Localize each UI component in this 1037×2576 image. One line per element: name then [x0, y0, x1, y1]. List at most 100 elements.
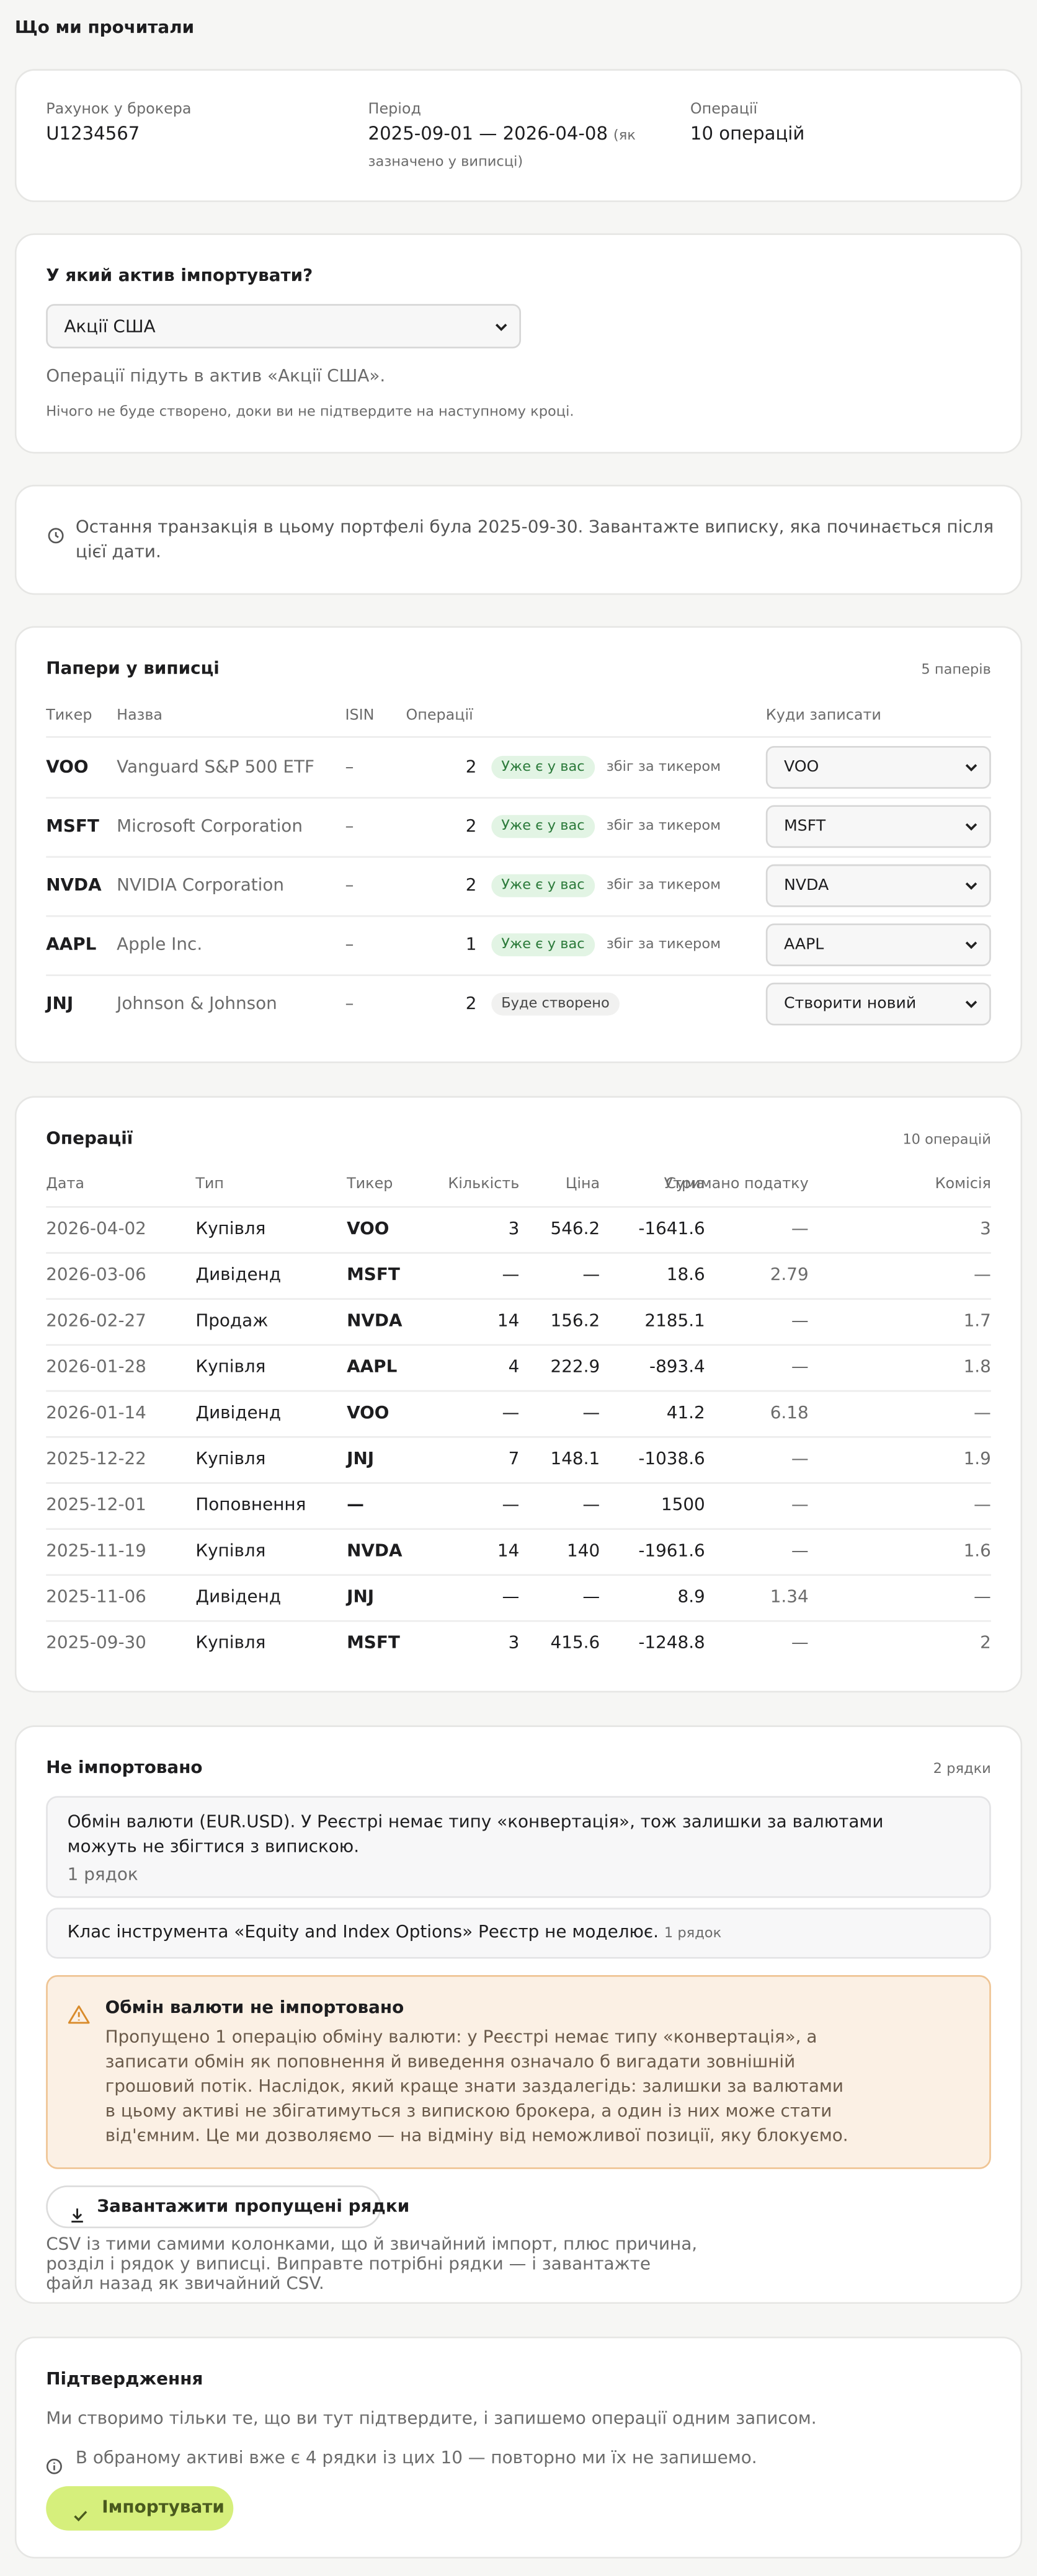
cell: —: [347, 1495, 364, 1516]
button-label: Імпортувати: [102, 2497, 225, 2518]
divider: [46, 736, 991, 738]
divider: [46, 856, 991, 858]
ticker: MSFT: [46, 816, 99, 837]
operations: 2: [465, 994, 477, 1014]
ticker: JNJ: [46, 994, 74, 1014]
cell: Продаж: [195, 1311, 269, 1331]
select[interactable]: VOO: [765, 746, 991, 789]
cell: Купівля: [195, 1449, 266, 1469]
cell: 2025-09-30: [46, 1633, 146, 1653]
cell: Купівля: [195, 1219, 266, 1239]
clock-icon: [48, 519, 64, 550]
status-badge: Уже є у вас: [491, 933, 595, 957]
download-button[interactable]: Завантажити пропущені рядки: [46, 2185, 409, 2229]
divider: [46, 1252, 991, 1254]
cell: —: [791, 1311, 809, 1331]
skipped-rows: 1 рядок: [67, 1865, 138, 1885]
cell: 8.9: [677, 1587, 705, 1607]
cell: 6.18: [770, 1403, 809, 1423]
cell: —: [791, 1633, 809, 1653]
name: Johnson & Johnson: [117, 994, 277, 1014]
cell: —: [974, 1403, 991, 1423]
cell: 2025-12-01: [46, 1495, 146, 1516]
cell: 415.6: [550, 1633, 600, 1653]
cell: —: [582, 1587, 600, 1607]
skipped-line: Клас інструмента «Equity and Index Optio…: [68, 1921, 722, 1947]
summary-card: [14, 69, 1023, 202]
chevron: [965, 823, 977, 831]
status-badge: Уже є у вас: [491, 874, 595, 897]
cell: 2026-02-27: [46, 1311, 146, 1331]
field-value: U1234567: [46, 123, 140, 145]
operations: 2: [465, 876, 477, 896]
divider: [46, 1206, 991, 1208]
download-note: CSV із тими самими колонками, що й звича…: [46, 2234, 698, 2294]
info-card: [14, 484, 1023, 595]
name: Apple Inc.: [117, 935, 203, 955]
field-value-text: 2025-09-01 — 2026-04-08: [368, 123, 608, 145]
button-label: Завантажити пропущені рядки: [97, 2196, 410, 2217]
cell: 1500: [661, 1495, 705, 1516]
cell: NVDA: [347, 1311, 403, 1331]
cell: Купівля: [195, 1357, 266, 1377]
field-label: Операції: [690, 102, 758, 118]
ticker: AAPL: [46, 935, 97, 955]
column-header: Комісія: [935, 1176, 991, 1193]
cell: 2026-01-14: [46, 1403, 146, 1423]
cell: -1038.6: [638, 1449, 705, 1469]
select-value: AAPL: [783, 936, 824, 954]
cell: 1.9: [963, 1449, 991, 1469]
column-header: Куди записати: [765, 708, 881, 725]
warning-title: Обмін валюти не імпортовано: [105, 1998, 404, 2018]
match-note: збіг за тикером: [606, 818, 721, 835]
skipped-item: Клас інструмента «Equity and Index Optio…: [46, 1908, 991, 1959]
isin: –: [345, 994, 354, 1014]
select-value: MSFT: [783, 817, 826, 836]
select[interactable]: Створити новий: [765, 982, 991, 1026]
match-note: збіг за тикером: [606, 877, 721, 894]
divider: [46, 1344, 991, 1346]
cell: 1.7: [963, 1311, 991, 1331]
cell: MSFT: [347, 1633, 400, 1653]
ticker: VOO: [46, 757, 89, 778]
info-text: Остання транзакція в цьому портфелі була…: [75, 517, 994, 562]
cell: 1.34: [770, 1587, 809, 1607]
cell: —: [974, 1265, 991, 1286]
match-note: збіг за тикером: [606, 936, 721, 953]
chevron: [965, 941, 977, 949]
import-button[interactable]: Імпортувати: [46, 2486, 234, 2531]
ticker: NVDA: [46, 876, 102, 896]
cell: —: [791, 1541, 809, 1561]
cell: 14: [497, 1311, 520, 1331]
divider: [46, 1574, 991, 1576]
select[interactable]: MSFT: [765, 805, 991, 848]
cell: Купівля: [195, 1541, 266, 1561]
cell: —: [582, 1403, 600, 1423]
select[interactable]: NVDA: [765, 864, 991, 907]
column-header: Тикер: [46, 708, 92, 725]
select[interactable]: AAPL: [765, 923, 991, 967]
column-header: ISIN: [345, 708, 375, 725]
cell: 2025-12-22: [46, 1449, 146, 1469]
select[interactable]: Акції США: [46, 304, 521, 349]
note: Нічого не буде створено, доки ви не підт…: [46, 404, 574, 421]
count: 5 паперів: [921, 662, 991, 679]
cell: -1248.8: [638, 1633, 705, 1653]
info-icon: [46, 2450, 62, 2481]
chevron: [495, 322, 507, 331]
confirmation-info: В обраному активі вже є 4 рядки із цих 1…: [75, 2448, 757, 2468]
cell: Купівля: [195, 1633, 266, 1653]
page-title: Що ми прочитали: [14, 18, 195, 38]
name: Vanguard S&P 500 ETF: [117, 757, 315, 778]
section-title: Операції: [46, 1129, 133, 1149]
column-header: Тикер: [347, 1176, 393, 1193]
cell: 2025-11-06: [46, 1587, 146, 1607]
cell: —: [502, 1403, 520, 1423]
column-header: Сума: [665, 1176, 705, 1193]
cell: 140: [567, 1541, 600, 1561]
chevron: [965, 1000, 977, 1008]
field-value: 2025-09-01 — 2026-04-08 (як зазначено у …: [368, 122, 672, 175]
operations: 2: [465, 757, 477, 778]
divider: [46, 1482, 991, 1484]
